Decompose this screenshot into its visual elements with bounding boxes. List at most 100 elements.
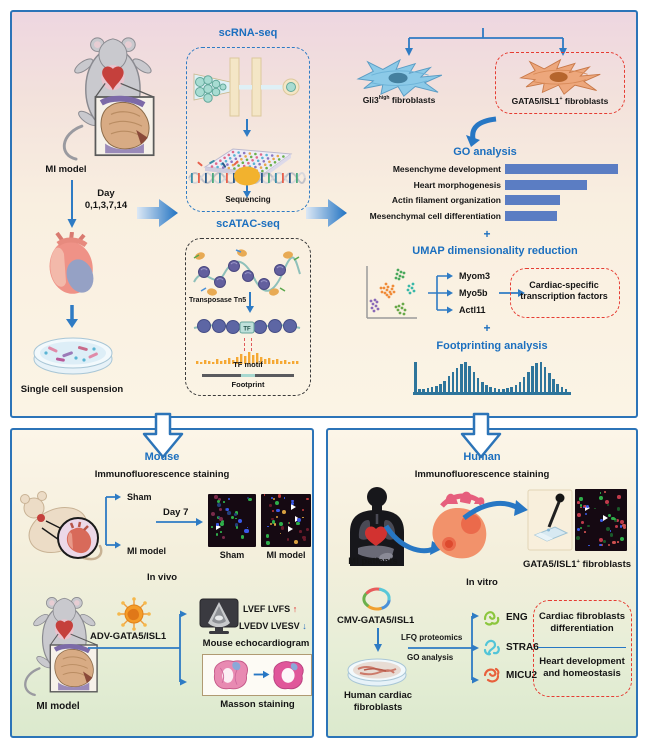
footprinting-title: Footprinting analysis: [436, 340, 548, 352]
cmv-label: CMV-GATA5/ISL1: [337, 615, 415, 626]
mi-model-2-label: MI model: [36, 701, 80, 712]
mouse-if-staining-label: Immunofluorescence staining: [94, 469, 230, 480]
virus-icon: [117, 597, 151, 631]
day7-label: Day 7: [163, 507, 189, 518]
chromatin-icon: [193, 249, 301, 296]
down-open-arrow-icon: [142, 412, 184, 459]
to-tf-box-arrow: [499, 289, 525, 297]
heart-to-slide-arrow: [462, 500, 528, 520]
gli3-fibroblasts-label: Gli3high fibroblasts: [362, 95, 436, 105]
plus-sign: +: [483, 321, 491, 335]
well-plate-icon: [203, 148, 293, 177]
down-arrow-icon: ↓: [302, 621, 307, 631]
glass-slide-icon: [527, 489, 573, 551]
umap-title: UMAP dimensionality reduction: [412, 245, 578, 257]
day-timeline-arrow: [67, 180, 77, 228]
human-gata5-label: GATA5/ISL1+ fibroblasts: [522, 559, 632, 571]
outcome-box: Cardiac fibroblasts differentiation Heart…: [533, 600, 632, 697]
human-if-staining-label: Immunofluorescence staining: [414, 469, 550, 480]
heart-icon: [49, 232, 94, 294]
outcome-2-text: Heart development and homeostasis: [539, 656, 625, 679]
up-arrow-icon: ↑: [292, 604, 298, 614]
go-analysis-small-label: GO analysis: [407, 653, 454, 662]
gene-label: Myom3: [459, 271, 491, 281]
scrna-box: [186, 47, 310, 212]
human-if-image: [575, 489, 627, 551]
mi-model-label: MI model: [45, 164, 87, 175]
scrna-step-arrow: [243, 119, 251, 137]
fibroblast-icon: [519, 58, 601, 95]
in-vitro-label: In vitro: [466, 577, 498, 588]
tf-motif-label: TF motif: [233, 360, 263, 369]
footprint-baseline: [413, 392, 571, 395]
human-heart-icon: [432, 491, 487, 559]
arrow-marker: [603, 515, 608, 521]
sham-image-label: Sham: [219, 550, 245, 560]
protein-label: STRA6: [506, 642, 539, 653]
mi-patients-label: MI patients: [348, 556, 398, 567]
motif-link-line: [244, 338, 245, 351]
protein-icon-micu2: [483, 667, 500, 683]
tf-motif-track-icon: [196, 352, 299, 364]
gene-label: Actl11: [459, 305, 486, 315]
to-suspension-arrow: [66, 305, 78, 328]
lfq-label: LFQ proteomics: [401, 633, 463, 642]
patient-to-heart-arrow: [383, 524, 444, 555]
gata5-cell-box: [495, 52, 625, 114]
go-chart: Mesenchyme development Heart morphogenesi…: [315, 164, 618, 226]
day7-arrow: [156, 518, 203, 526]
umap-scatter-icon: [366, 266, 417, 319]
cardiac-tf-box: Cardiac-specific transcription factors: [510, 268, 620, 318]
scatac-title: scATAC-seq: [216, 218, 280, 230]
go-title: GO analysis: [453, 146, 517, 158]
microfluidic-chip-icon: [193, 57, 300, 117]
transposase-label: Transposase Tn5: [189, 297, 247, 304]
scrna-title: scRNA-seq: [218, 27, 278, 39]
curved-down-arrow-icon: [466, 116, 497, 147]
mouse-with-loupe-icon: [20, 491, 103, 561]
single-cell-label: Single cell suspension: [20, 384, 124, 395]
mi-model-branch-label: MI model: [127, 546, 167, 556]
motif-link-line: [251, 338, 252, 351]
down-open-arrow-icon: [460, 412, 502, 459]
gata5-fibroblasts-label: GATA5/ISL1+ fibroblasts: [511, 96, 609, 106]
masson-section-icon: [213, 660, 304, 690]
plus-sign: +: [483, 227, 491, 241]
day-label: Day 0,1,3,7,14: [84, 188, 128, 211]
echo-label: Mouse echocardiogram: [202, 638, 310, 649]
tn5-arrow: [246, 292, 254, 313]
sequencer-dna-icon: [188, 160, 306, 186]
sham-mi-branch-connector: [105, 493, 121, 549]
adv-label: ADV-GATA5/ISL1: [90, 631, 167, 642]
cmv-down-arrow: [374, 628, 382, 652]
lvef-label: LVEF LVFS ↑: [243, 604, 298, 614]
cardiac-tf-text: Cardiac-specific transcription factors: [520, 280, 608, 301]
scatac-box: [185, 238, 311, 396]
ultrasound-monitor-icon: [199, 598, 239, 634]
hcf-label: Human cardiac fibroblasts: [343, 690, 413, 713]
invivo-branch-connector: [88, 610, 187, 686]
protein-label: MICU2: [506, 670, 538, 681]
mi-image-label: MI model: [266, 550, 306, 560]
mouse-supine-icon: [50, 33, 170, 161]
outcome-1-text: Cardiac fibroblasts differentiation: [538, 611, 626, 634]
right-gradient-arrow-icon: [137, 199, 178, 227]
footprint-histogram: [414, 362, 572, 392]
masson-label: Masson staining: [220, 699, 295, 710]
lvedv-label: LVEDV LVESV ↓: [239, 621, 307, 631]
petri-dish-icon: [33, 337, 113, 375]
plasmid-icon: [362, 587, 391, 611]
gene-label: Myo5b: [459, 288, 488, 298]
proteomics-branch-connector: [408, 612, 479, 684]
sham-if-image: [208, 494, 256, 547]
sham-label: Sham: [127, 492, 152, 502]
footprint-protected-site: [241, 374, 255, 377]
sequencing-label: Sequencing: [225, 195, 271, 204]
arrow-marker: [216, 524, 221, 530]
mi-if-image: [261, 494, 311, 547]
petri-dish-icon: [347, 658, 407, 687]
arrow-marker: [288, 526, 293, 532]
footprint-label: Footprint: [231, 380, 265, 389]
arrow-marker: [291, 504, 296, 510]
